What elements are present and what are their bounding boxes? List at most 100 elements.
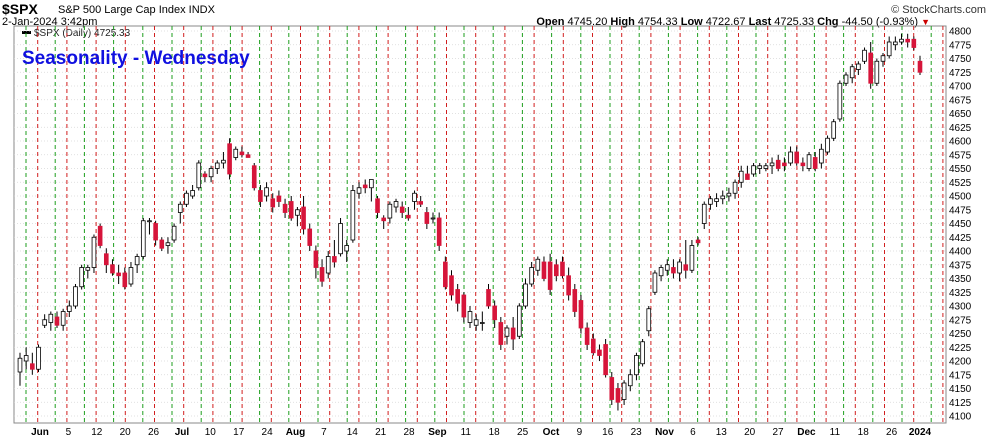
y-tick-label: 4425 (949, 233, 972, 244)
candle (362, 179, 368, 194)
candle (590, 333, 596, 356)
y-tick-label: 4100 (949, 412, 972, 423)
candle-body (862, 49, 867, 62)
candle-body (584, 327, 590, 345)
candle (128, 262, 134, 287)
candle (449, 270, 454, 301)
candle (671, 259, 676, 279)
low-label: Low (680, 16, 703, 28)
candle-body (245, 154, 251, 158)
legend-marker-icon (22, 31, 31, 34)
x-tick-label: 6 (690, 427, 696, 438)
candle-body (332, 256, 337, 263)
candle (406, 207, 411, 221)
candle-body (634, 355, 639, 376)
candle-body (418, 201, 423, 205)
y-tick-label: 4625 (949, 123, 972, 134)
ticker-name: S&P 500 Large Cap Index INDX (58, 4, 215, 16)
quote-values: Open 4745.20 High 4754.33 Low 4722.67 La… (536, 16, 930, 28)
candle-body (338, 223, 343, 255)
candle (412, 190, 417, 210)
candle-body (103, 253, 109, 266)
candle-body (757, 165, 763, 169)
candle-body (751, 165, 756, 175)
candle-body (899, 38, 904, 43)
candle-body (455, 289, 460, 304)
candle-body (627, 374, 633, 387)
candle-body (42, 319, 47, 326)
candle-body (683, 264, 689, 271)
x-tick-label: Jul (175, 427, 190, 438)
candle-body (282, 203, 288, 213)
candle-body (288, 201, 294, 219)
candle (134, 253, 140, 273)
candle-body (233, 148, 239, 158)
candle (689, 240, 695, 273)
candle-body (301, 206, 306, 230)
candle (751, 163, 756, 177)
candle-body (97, 225, 103, 246)
candle (221, 152, 226, 169)
x-tick-label: 11 (461, 427, 472, 438)
candle (547, 253, 553, 295)
candle (627, 369, 633, 392)
candle-body (177, 203, 183, 213)
candle-body (880, 55, 886, 62)
x-tick-label: 2024 (909, 427, 932, 438)
candle-body (362, 184, 368, 189)
candles (17, 33, 923, 411)
candle-body (214, 162, 220, 169)
candle-body (609, 377, 615, 400)
candle (609, 372, 615, 405)
candle (541, 256, 547, 282)
candle-body (73, 286, 78, 307)
candle-body (91, 236, 97, 268)
candle-body (239, 151, 245, 156)
y-tick-label: 4400 (949, 247, 972, 258)
price-legend: $SPX (Daily) 4725.33 (34, 28, 131, 39)
candle-body (504, 327, 510, 337)
x-tick-label: 26 (886, 427, 898, 438)
candle (517, 303, 522, 339)
candle-body (79, 267, 84, 288)
candle-body (473, 319, 479, 326)
x-tick-label: 27 (773, 427, 785, 438)
y-tick-label: 4350 (949, 274, 972, 285)
candle-body (202, 173, 208, 178)
candle (23, 347, 29, 370)
candle (911, 36, 917, 51)
y-tick-label: 4550 (949, 164, 972, 175)
y-tick-label: 4300 (949, 302, 972, 313)
candle (79, 264, 84, 290)
x-tick-label: Jun (31, 427, 49, 438)
x-tick-label: 25 (517, 427, 529, 438)
x-tick-label: 28 (403, 427, 415, 438)
candle-body (708, 198, 713, 205)
candle (640, 339, 645, 367)
candle (658, 264, 664, 282)
candle (825, 135, 830, 155)
candle-body (67, 305, 72, 312)
candle (874, 58, 880, 86)
y-tick-label: 4675 (949, 95, 972, 106)
candle (566, 267, 571, 301)
candle (775, 154, 781, 172)
horizontal-gridlines (14, 30, 946, 417)
candle-body (436, 217, 442, 246)
y-tick-label: 4450 (949, 219, 972, 230)
candle-body (406, 214, 411, 219)
high-value: 4754.33 (637, 16, 678, 28)
candle (745, 165, 750, 180)
candle (714, 193, 719, 207)
candle (695, 237, 701, 246)
candle (319, 259, 325, 287)
candle-body (560, 261, 565, 277)
candle (880, 53, 886, 67)
candle (634, 352, 639, 381)
y-tick-label: 4125 (949, 398, 972, 409)
candle-body (54, 316, 60, 326)
candle (233, 146, 239, 161)
y-tick-label: 4225 (949, 343, 972, 354)
candle-body (270, 198, 276, 208)
